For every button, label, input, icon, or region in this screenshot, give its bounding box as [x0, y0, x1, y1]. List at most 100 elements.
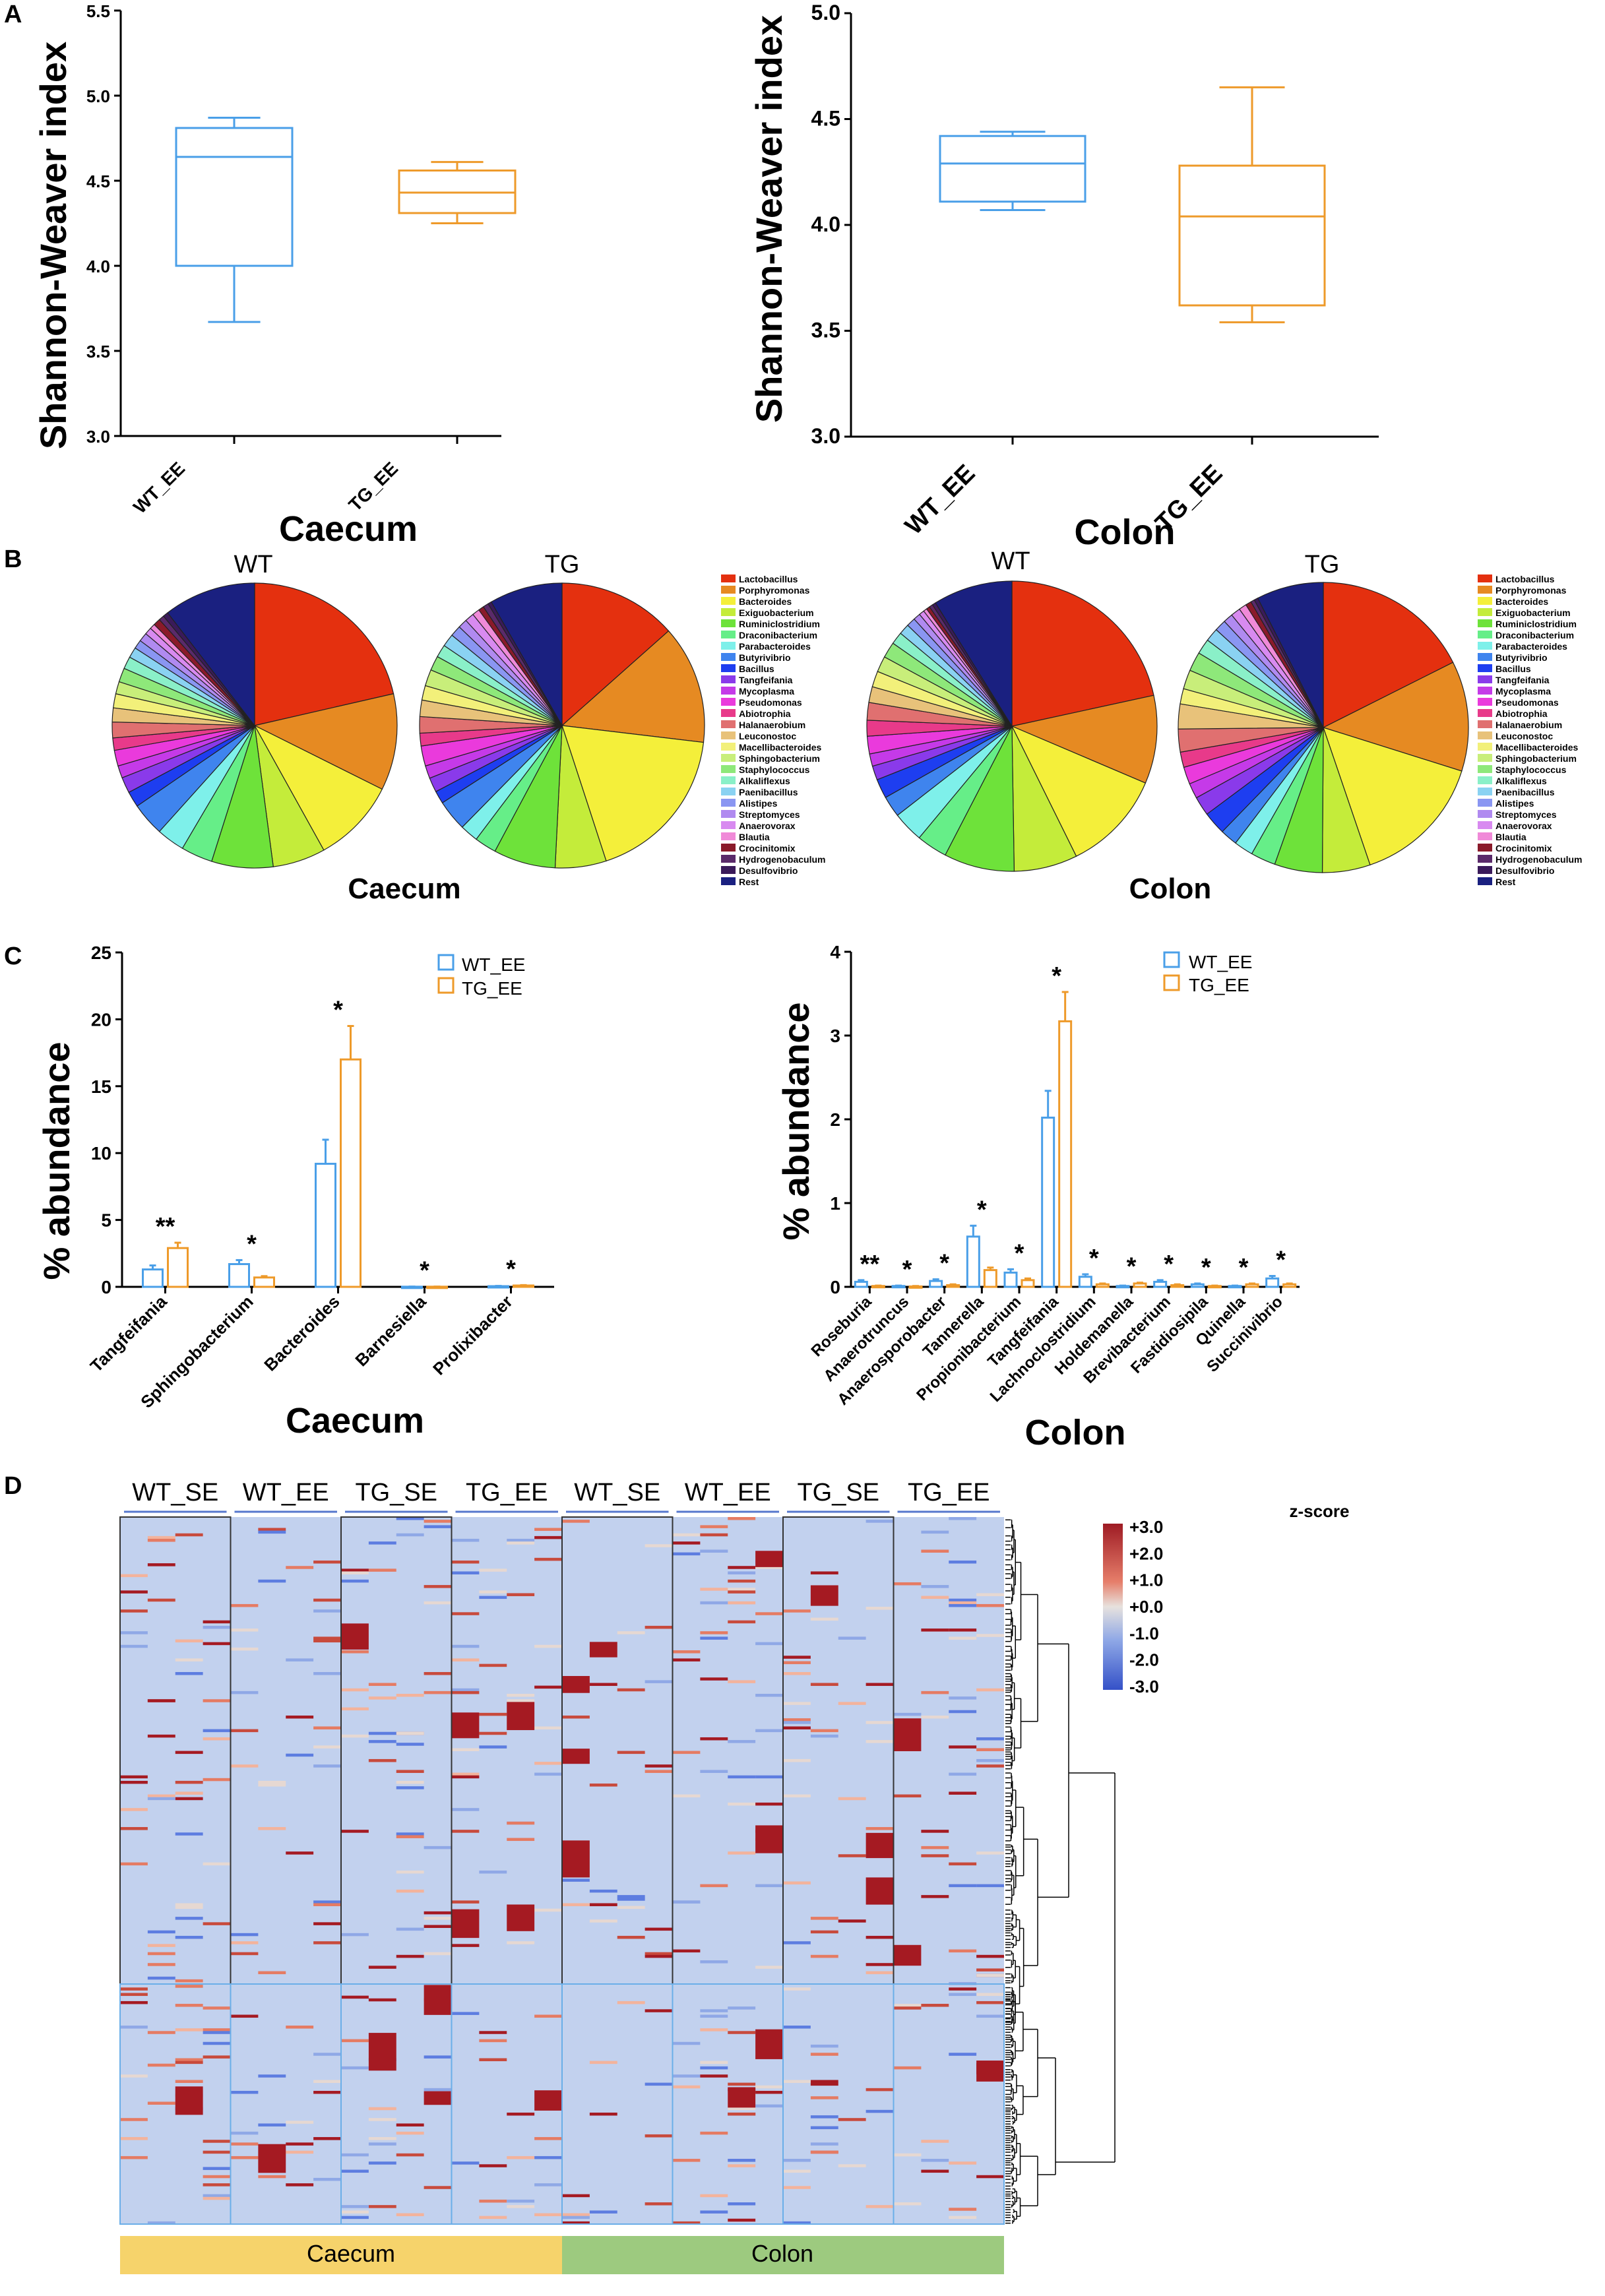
heatmap-cell [755, 1694, 783, 1697]
heatmap-cell [479, 2031, 507, 2034]
heatmap-cell [451, 1712, 480, 1739]
heatmap-cell [949, 1629, 977, 1632]
heatmap-cell [810, 1954, 838, 1958]
legend-swatch [721, 574, 736, 582]
heatmap-cell [810, 2082, 838, 2086]
x-axis-title: Caecum [286, 1401, 424, 1441]
heatmap-cell [534, 1908, 562, 1912]
heatmap-cell [341, 2169, 369, 2173]
heatmap-cell [258, 1784, 286, 1787]
heatmap-cell [562, 1840, 590, 1878]
significance-mark: * [420, 1257, 429, 1285]
significance-mark: * [1239, 1254, 1249, 1282]
pie-slice [561, 630, 705, 743]
heatmap-cell [451, 1691, 480, 1694]
y-tick-label: 4 [830, 942, 840, 962]
heatmap-cell [396, 1832, 424, 1836]
heatmap-cell [147, 1976, 175, 1980]
heatmap-cell [810, 1734, 838, 1738]
legend-label: Lactobacillus [739, 574, 798, 584]
y-tick-label: 3 [830, 1026, 840, 1046]
legend-swatch [1478, 619, 1492, 627]
significance-mark: * [333, 997, 343, 1024]
heatmap-cell [451, 1748, 480, 1751]
section-label: Colon [1129, 873, 1212, 905]
group-label: WT_EE [129, 458, 189, 517]
panel-letter-a: A [4, 1, 22, 28]
heatmap-cell [589, 1919, 617, 1923]
legend-swatch [721, 709, 736, 717]
heatmap-cell [175, 1780, 203, 1784]
legend-label: Parabacteroides [1495, 641, 1567, 652]
heatmap-cell [313, 1560, 341, 1564]
section-bar-caecum [120, 2236, 562, 2274]
heatmap-cell [755, 1966, 783, 1969]
legend-swatch [721, 810, 736, 818]
legend-swatch [1478, 675, 1492, 683]
heatmap-cell [424, 1585, 452, 1588]
heatmap-cell [396, 1731, 424, 1735]
heatmap-cell [700, 1533, 728, 1537]
heatmap-cell [893, 2006, 922, 2010]
x-axis-title: Colon [1025, 1413, 1126, 1452]
category-label: Barnesiella [351, 1291, 430, 1371]
heatmap-cell [976, 1968, 1004, 1971]
bar [1058, 1020, 1073, 1288]
box-plot-colon: Shannon-Weaver index Colon WT_EE TG_EE 3… [748, 1, 1379, 552]
heatmap-cell [810, 2096, 838, 2099]
heatmap-cell [203, 2031, 231, 2034]
legend-label: Abiotrophia [1495, 708, 1548, 719]
heatmap-cell [976, 1748, 1004, 1751]
legend-swatch [721, 608, 736, 616]
heatmap-cell [728, 2164, 756, 2167]
heatmap-cell [341, 1623, 369, 1650]
heatmap-cell [783, 2080, 811, 2083]
heatmap-cell [175, 2080, 203, 2083]
heatmap-cell [258, 2074, 286, 2078]
heatmap-cell [783, 1661, 811, 1665]
heatmap-cell [728, 1588, 756, 1591]
heatmap-cell [258, 2144, 286, 2173]
legend-label: Bacillus [1495, 664, 1531, 674]
heatmap-cell [147, 1734, 175, 1738]
heatmap-cell [893, 1718, 922, 1752]
heatmap-cell [700, 1549, 728, 1553]
heatmap-cell [949, 2161, 977, 2165]
heatmap-cell [147, 1563, 175, 1567]
heatmap-cell [451, 1900, 480, 1904]
heatmap-cell [507, 1699, 535, 1702]
y-tick-label: 20 [91, 1009, 111, 1030]
heatmap-cell [507, 2199, 535, 2203]
heatmap-cell [313, 2080, 341, 2083]
heatmap-cell [341, 1571, 369, 1574]
heatmap-cell [175, 2061, 203, 2064]
heatmap-cell [672, 2074, 701, 2078]
heatmap-cell [949, 1745, 977, 1749]
heatmap-cell [783, 1758, 811, 1762]
colorbar-tick-label: -1.0 [1129, 1623, 1159, 1643]
heatmap-cell [562, 2213, 590, 2217]
legend-swatch [721, 799, 736, 807]
heatmap-cell [976, 1688, 1004, 1692]
heatmap-cell [783, 1672, 811, 1675]
significance-mark: * [1015, 1239, 1024, 1267]
heatmap-cell [728, 1566, 756, 1569]
legend-swatch [1478, 810, 1492, 818]
heatmap-cell [534, 1762, 562, 1765]
heatmap-cell [396, 1927, 424, 1931]
heatmap-cell [424, 2088, 452, 2092]
heatmap-cell [368, 2142, 396, 2146]
heatmap-cell [479, 1596, 507, 1599]
heatmap-cell [479, 1568, 507, 1572]
colorbar [1103, 1524, 1123, 1690]
heatmap-cell [755, 1802, 783, 1806]
legend-swatch [1478, 664, 1492, 672]
heatmap-cell [451, 1688, 480, 1692]
heatmap-cell [341, 2205, 369, 2208]
heatmap-cell [203, 1778, 231, 1782]
y-tick-label: 5.5 [86, 1, 110, 21]
heatmap-cell [755, 2104, 783, 2108]
heatmap-cell [783, 2221, 811, 2225]
heatmap-cell [755, 1775, 783, 1779]
heatmap-cell [203, 1620, 231, 1624]
